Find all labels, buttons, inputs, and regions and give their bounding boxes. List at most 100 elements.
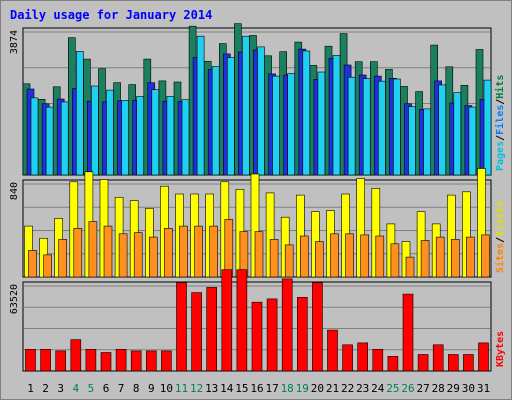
- bar-sites-day-24: [375, 235, 385, 278]
- bar-sites-day-6: [103, 225, 113, 278]
- bar-pages-day-12: [196, 35, 205, 176]
- x-tick-label-day-30: 30: [462, 382, 475, 395]
- series-pages: [30, 35, 492, 176]
- x-tick-label-day-5: 5: [88, 382, 95, 395]
- bar-kbytes-day-11: [176, 282, 187, 372]
- bar-kbytes-day-5: [85, 348, 97, 372]
- bar-sites-day-19: [299, 235, 309, 278]
- bar-kbytes-day-23: [357, 342, 369, 372]
- bar-pages-day-7: [121, 100, 129, 176]
- bar-kbytes-day-3: [55, 350, 67, 372]
- panel-legend: KBytes: [495, 331, 506, 367]
- bar-sites-day-31: [481, 234, 490, 278]
- x-tick-label-day-6: 6: [103, 382, 110, 395]
- panel-legend: Pages/Files/Hits: [494, 75, 506, 171]
- bar-pages-day-5: [91, 85, 99, 176]
- legend-entry: Hits: [494, 75, 506, 99]
- bar-sites-day-13: [209, 225, 218, 278]
- bar-sites-day-21: [330, 233, 339, 278]
- bar-sites-day-18: [284, 244, 294, 278]
- x-tick-label-day-22: 22: [341, 382, 354, 395]
- x-tick-label-day-25: 25: [386, 382, 399, 395]
- bar-pages-day-14: [227, 57, 235, 176]
- bar-kbytes-day-18: [281, 278, 293, 372]
- bar-pages-day-17: [272, 75, 280, 176]
- panel-hits: 3874 Pages/Files/Hits: [9, 23, 506, 176]
- bar-pages-day-13: [211, 66, 220, 176]
- x-tick-label-day-4: 4: [72, 382, 79, 395]
- x-tick-label-day-29: 29: [447, 382, 460, 395]
- bar-pages-day-22: [347, 76, 356, 176]
- x-tick-label-day-14: 14: [220, 382, 234, 395]
- bar-pages-day-24: [377, 80, 386, 176]
- panel-legend: Sites/Visits: [494, 201, 506, 273]
- bar-pages-day-6: [106, 89, 114, 176]
- legend-entry: /: [495, 237, 506, 243]
- chart-title: Daily usage for January 2014: [10, 8, 212, 22]
- bar-pages-day-4: [76, 50, 84, 176]
- y-max-label: 63520: [9, 284, 20, 314]
- bar-kbytes-day-7: [115, 348, 127, 372]
- bar-sites-day-22: [345, 233, 354, 278]
- bar-sites-day-7: [118, 233, 128, 278]
- x-tick-label-day-19: 19: [296, 382, 309, 395]
- series-kbytes: [25, 269, 489, 372]
- bar-sites-day-30: [466, 236, 475, 278]
- bar-kbytes-day-12: [191, 292, 202, 372]
- x-tick-label-day-24: 24: [371, 382, 385, 395]
- x-tick-label-day-8: 8: [133, 382, 140, 395]
- bar-sites-day-28: [435, 236, 445, 278]
- bar-kbytes-day-6: [100, 352, 112, 372]
- bar-sites-day-25: [390, 243, 400, 278]
- bar-sites-day-26: [405, 256, 415, 278]
- x-tick-label-day-17: 17: [265, 382, 278, 395]
- bar-kbytes-day-31: [478, 342, 489, 372]
- bar-kbytes-day-24: [372, 348, 384, 372]
- bar-pages-day-3: [60, 101, 69, 176]
- x-tick-label-day-11: 11: [175, 382, 188, 395]
- x-tick-label-day-1: 1: [27, 382, 34, 395]
- bar-kbytes-day-25: [387, 355, 399, 372]
- bar-kbytes-day-16: [251, 301, 263, 372]
- bar-pages-day-9: [151, 89, 160, 176]
- x-tick-label-day-20: 20: [311, 382, 324, 395]
- bar-pages-day-29: [453, 92, 462, 176]
- bar-pages-day-30: [468, 106, 477, 176]
- x-tick-label-day-16: 16: [250, 382, 263, 395]
- legend-entry: Files: [494, 105, 506, 135]
- x-tick-label-day-28: 28: [432, 382, 445, 395]
- legend-entry: KBytes: [495, 331, 506, 367]
- bar-sites-day-8: [133, 232, 143, 278]
- bar-pages-day-26: [408, 106, 416, 176]
- series-files: [26, 48, 488, 176]
- bar-sites-day-14: [224, 219, 234, 278]
- bar-kbytes-day-13: [206, 287, 217, 372]
- bar-sites-day-1: [28, 250, 37, 278]
- y-max-label: 3874: [9, 30, 20, 54]
- x-tick-label-day-3: 3: [57, 382, 64, 395]
- bar-kbytes-day-9: [146, 350, 157, 372]
- bar-sites-day-20: [315, 241, 324, 278]
- bar-pages-day-23: [362, 78, 371, 176]
- bar-sites-day-27: [420, 240, 430, 278]
- bar-sites-day-11: [179, 225, 188, 278]
- bar-sites-day-23: [360, 234, 370, 278]
- bar-pages-day-27: [423, 108, 431, 176]
- bar-sites-day-16: [254, 231, 264, 278]
- x-tick-label-day-27: 27: [416, 382, 429, 395]
- bar-kbytes-day-14: [221, 269, 233, 372]
- bar-sites-day-3: [58, 239, 68, 278]
- bar-sites-day-4: [73, 228, 83, 278]
- bar-sites-day-10: [164, 228, 173, 278]
- bar-kbytes-day-20: [312, 282, 323, 372]
- y-max-label: 840: [9, 182, 20, 200]
- bar-sites-day-5: [88, 221, 98, 278]
- bar-kbytes-day-26: [402, 293, 414, 372]
- bar-pages-day-20: [317, 71, 326, 176]
- bar-pages-day-10: [166, 96, 175, 176]
- bar-kbytes-day-15: [236, 269, 248, 372]
- bar-pages-day-31: [483, 79, 492, 176]
- bar-kbytes-day-27: [417, 354, 429, 372]
- bar-pages-day-2: [45, 106, 54, 176]
